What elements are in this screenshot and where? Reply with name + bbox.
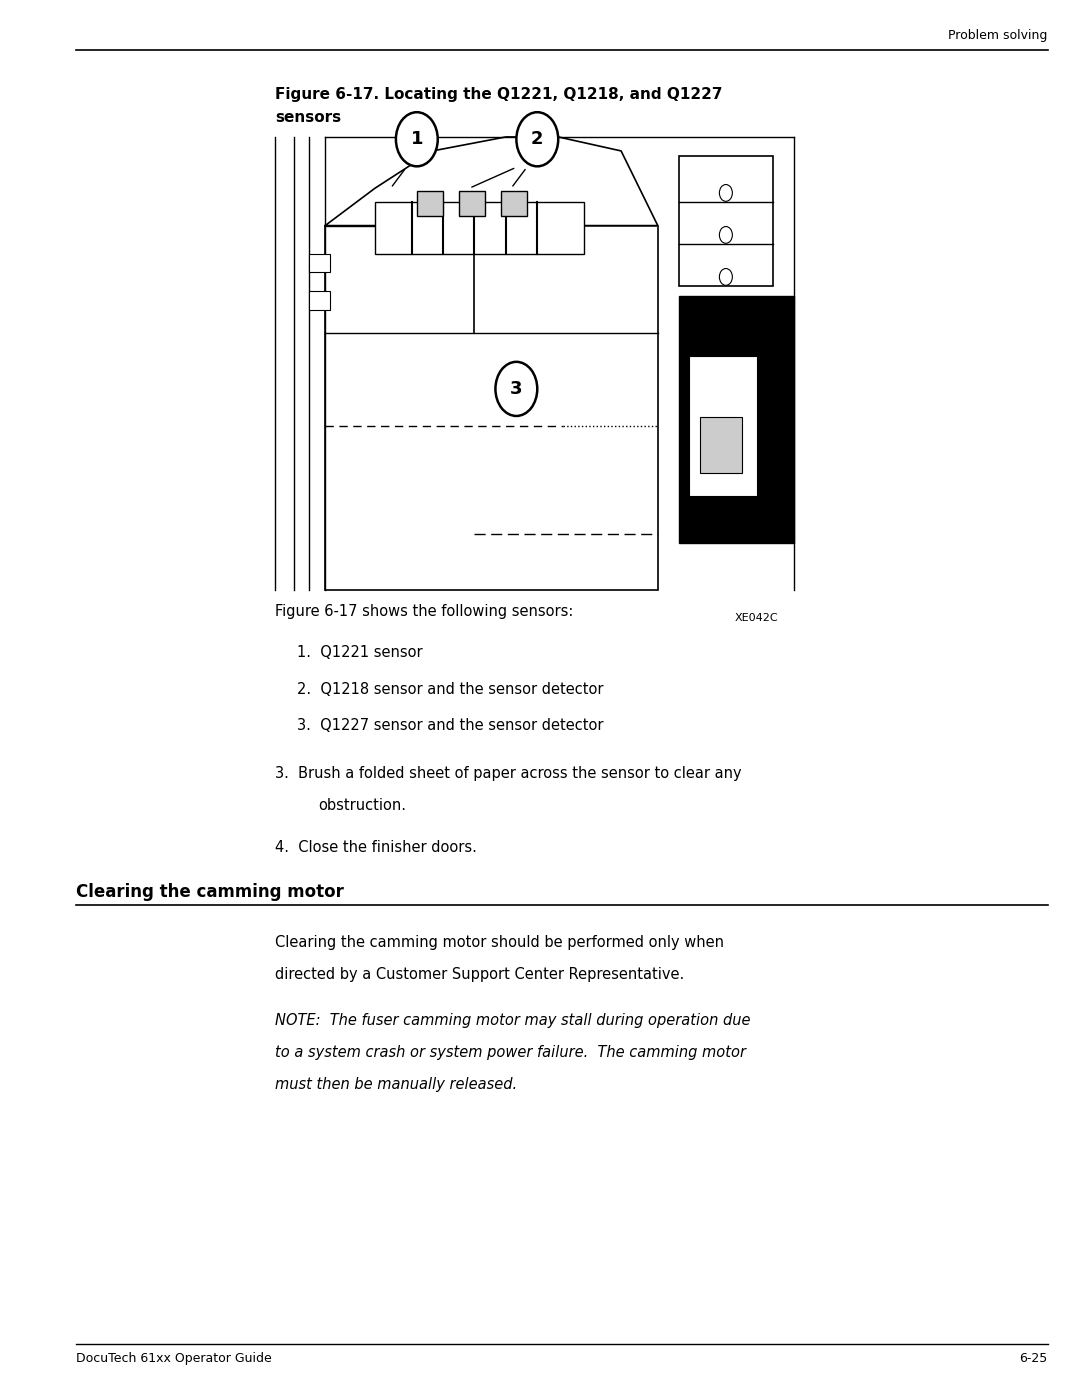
Circle shape	[719, 184, 732, 201]
Bar	[375, 203, 584, 254]
Text: sensors: sensors	[275, 110, 341, 126]
Text: Clearing the camming motor: Clearing the camming motor	[76, 883, 343, 901]
Text: Problem solving: Problem solving	[948, 29, 1048, 42]
Text: 3: 3	[510, 380, 523, 398]
Bar	[417, 190, 443, 217]
Text: 3.  Brush a folded sheet of paper across the sensor to clear any: 3. Brush a folded sheet of paper across …	[275, 766, 742, 781]
Text: Figure 6-17. Locating the Q1221, Q1218, and Q1227: Figure 6-17. Locating the Q1221, Q1218, …	[275, 87, 723, 102]
Bar	[325, 225, 658, 590]
Bar	[459, 190, 485, 217]
Text: to a system crash or system power failure.  The camming motor: to a system crash or system power failur…	[275, 1045, 746, 1060]
Circle shape	[516, 112, 558, 166]
Text: obstruction.: obstruction.	[319, 798, 406, 813]
Text: NOTE:  The fuser camming motor may stall during operation due: NOTE: The fuser camming motor may stall …	[275, 1013, 751, 1028]
Text: 3.  Q1227 sensor and the sensor detector: 3. Q1227 sensor and the sensor detector	[297, 718, 604, 733]
Text: Clearing the camming motor should be performed only when: Clearing the camming motor should be per…	[275, 935, 725, 950]
Text: 2.  Q1218 sensor and the sensor detector: 2. Q1218 sensor and the sensor detector	[297, 682, 604, 697]
Circle shape	[396, 112, 437, 166]
Text: 1.  Q1221 sensor: 1. Q1221 sensor	[297, 645, 422, 661]
Text: XE042C: XE042C	[734, 613, 779, 623]
Circle shape	[496, 362, 537, 416]
Text: must then be manually released.: must then be manually released.	[275, 1077, 517, 1092]
Text: 4.  Close the finisher doors.: 4. Close the finisher doors.	[275, 840, 477, 855]
Text: Figure 6-17 shows the following sensors:: Figure 6-17 shows the following sensors:	[275, 604, 573, 619]
Circle shape	[719, 226, 732, 243]
Bar	[678, 296, 794, 543]
Text: 6-25: 6-25	[1020, 1352, 1048, 1365]
Circle shape	[719, 268, 732, 285]
Bar	[501, 190, 527, 217]
Text: directed by a Customer Support Center Representative.: directed by a Customer Support Center Re…	[275, 967, 685, 982]
Bar	[310, 254, 330, 272]
Bar	[700, 416, 742, 472]
Bar	[310, 291, 330, 310]
Text: DocuTech 61xx Operator Guide: DocuTech 61xx Operator Guide	[76, 1352, 271, 1365]
Text: 2: 2	[531, 130, 543, 148]
Bar	[678, 155, 773, 286]
Bar	[689, 356, 757, 496]
Text: 1: 1	[410, 130, 423, 148]
Polygon shape	[325, 137, 658, 225]
Bar	[275, 123, 799, 590]
